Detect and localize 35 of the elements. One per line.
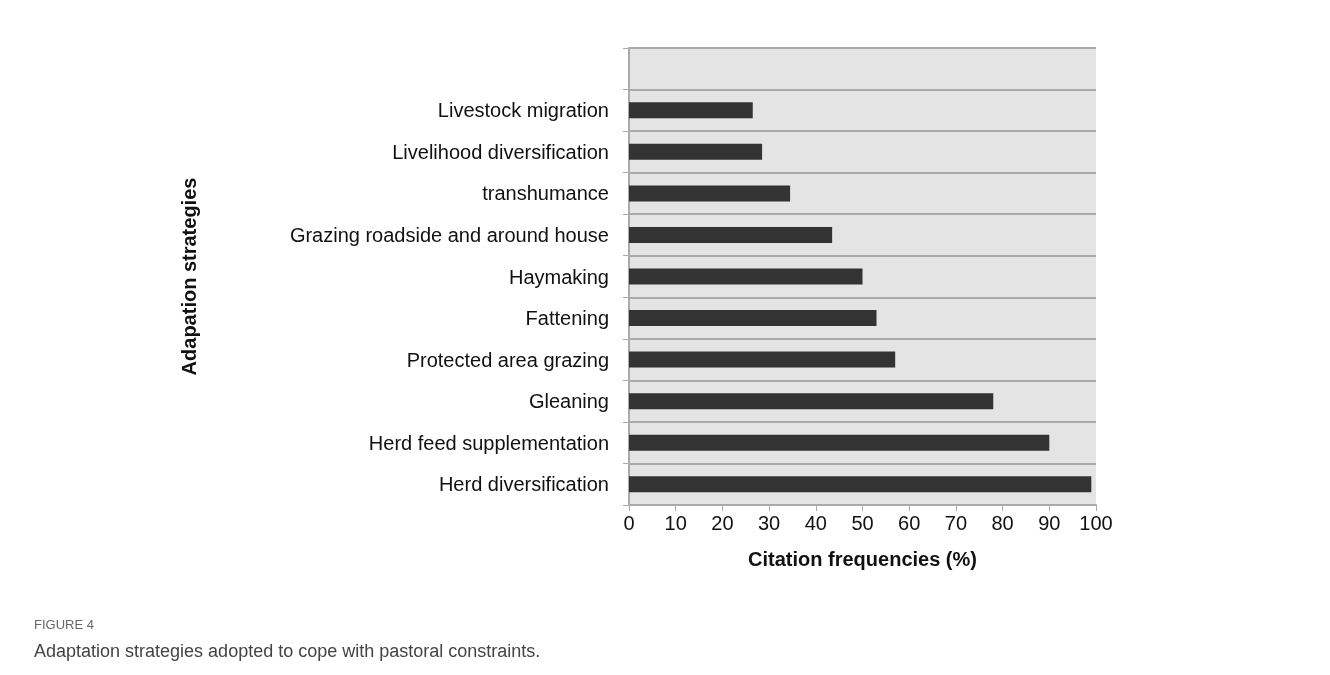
x-tick-label: 90 bbox=[1038, 512, 1061, 534]
y-tick-label: Herd diversification bbox=[438, 473, 609, 496]
text: Adaptation strategies adopted to cope with pastoral constraints. bbox=[34, 641, 541, 661]
y-tick-label: Livestock migration bbox=[437, 99, 609, 122]
x-tick-label: 30 bbox=[757, 512, 781, 534]
bar bbox=[629, 143, 763, 160]
x-tick-label: 0 bbox=[623, 512, 635, 534]
x-tick-label: 50 bbox=[851, 512, 874, 534]
y-tick-label: Protected area grazing bbox=[406, 348, 609, 371]
x-tick-label: 40 bbox=[804, 512, 827, 534]
bar bbox=[629, 393, 994, 410]
bar bbox=[629, 185, 791, 202]
y-tick-label: Gleaning bbox=[528, 390, 609, 413]
y-tick-label: Grazing roadside and around house bbox=[289, 223, 609, 246]
bar bbox=[629, 310, 877, 327]
x-tick-label: 20 bbox=[711, 512, 734, 534]
x-tick-label: 10 bbox=[664, 512, 687, 534]
x-tick-label: 70 bbox=[944, 512, 968, 534]
y-tick-label: Fattening bbox=[525, 307, 609, 330]
y-axis-title: Adapation strategies bbox=[178, 177, 200, 376]
bar bbox=[629, 102, 753, 119]
bar bbox=[629, 351, 896, 368]
x-tick-label: 60 bbox=[898, 512, 921, 534]
y-tick-label: Herd feed supplementation bbox=[368, 431, 609, 454]
bar bbox=[629, 268, 863, 285]
x-tick-label: 80 bbox=[991, 512, 1014, 534]
y-tick-label: Livelihood diversification bbox=[392, 140, 609, 163]
bar bbox=[629, 226, 833, 243]
y-tick-label: Haymaking bbox=[508, 265, 609, 288]
y-tick-label: transhumance bbox=[482, 182, 609, 205]
caption: FIGURE 4 bbox=[34, 617, 94, 632]
bar bbox=[629, 434, 1050, 451]
x-axis-title: Citation frequencies (%) bbox=[748, 548, 977, 570]
bar bbox=[629, 476, 1092, 493]
x-tick-label: 100 bbox=[1079, 512, 1113, 534]
